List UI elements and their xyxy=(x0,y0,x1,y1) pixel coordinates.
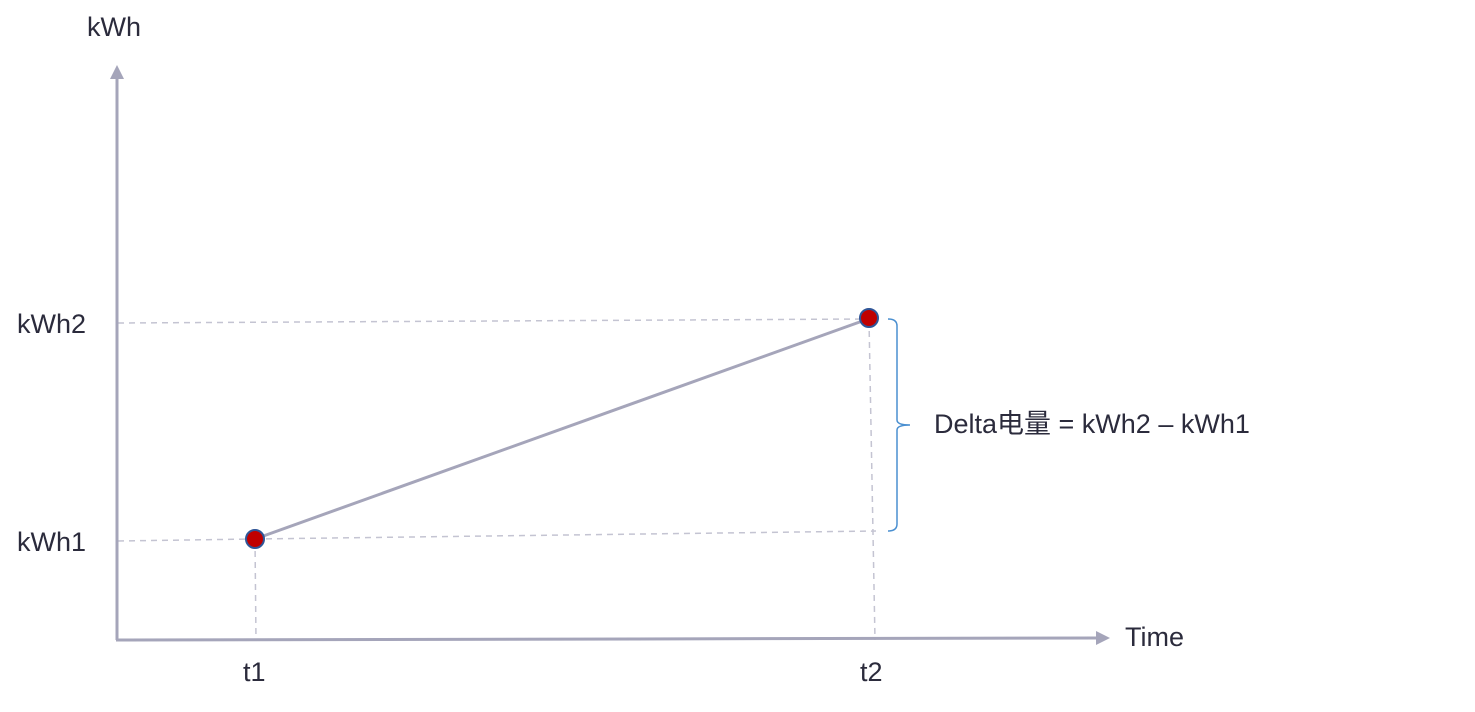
y-tick-kwh2: kWh2 xyxy=(17,309,87,339)
guide-kwh1-horizontal xyxy=(117,538,256,542)
delta-formula-label: Delta电量 = kWh2 – kWh1 xyxy=(934,409,1250,439)
guide-t2-vertical xyxy=(868,319,876,641)
x-tick-t1: t1 xyxy=(243,657,266,687)
x-axis xyxy=(115,636,1098,642)
y-axis-label: kWh xyxy=(87,12,141,42)
consumption-line xyxy=(254,317,869,541)
guide-t1-vertical xyxy=(254,539,257,641)
x-tick-t2: t2 xyxy=(860,657,883,687)
y-tick-kwh1: kWh1 xyxy=(17,527,87,557)
x-axis-label: Time xyxy=(1125,622,1184,652)
guide-kwh1-extension xyxy=(254,530,877,540)
point-t1-kwh1 xyxy=(245,529,265,549)
delta-brace xyxy=(887,318,911,532)
y-axis-arrowhead xyxy=(110,65,124,79)
point-t2-kwh2 xyxy=(859,308,879,328)
x-axis-arrowhead xyxy=(1096,631,1110,645)
guide-kwh2-horizontal xyxy=(117,318,869,324)
